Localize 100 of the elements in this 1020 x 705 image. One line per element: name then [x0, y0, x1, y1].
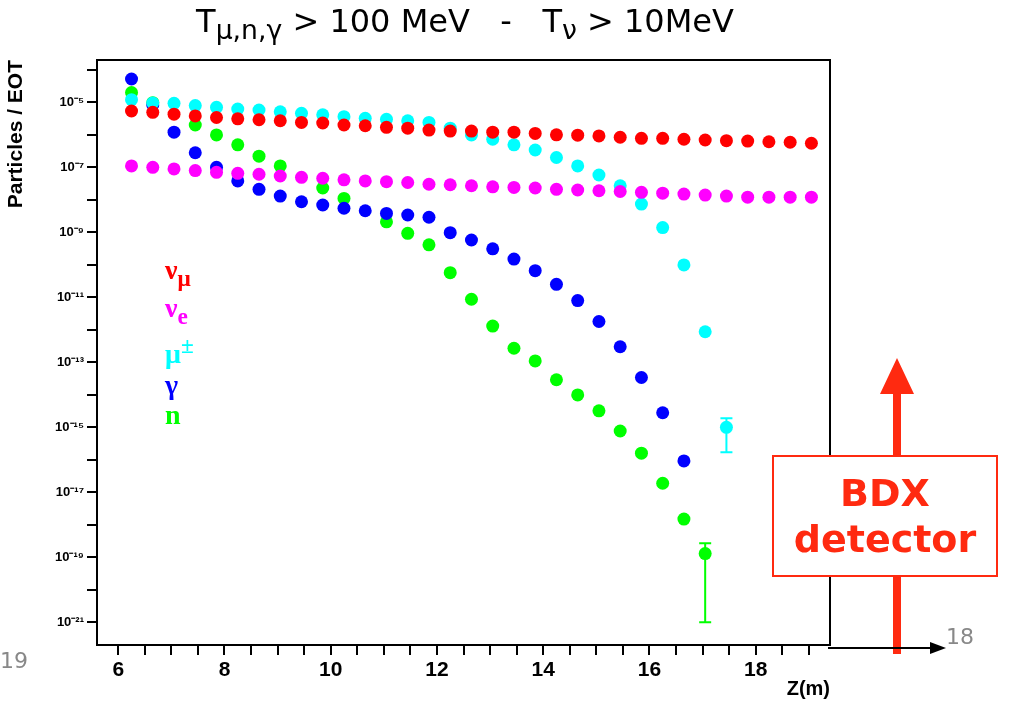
point [571, 183, 585, 197]
point [571, 388, 585, 402]
point [571, 159, 585, 173]
point [252, 149, 266, 163]
point [210, 165, 224, 179]
point [528, 126, 542, 140]
y-tick-label: 10⁻¹⁷ [55, 483, 84, 499]
y-tick-label: 10⁻¹⁹ [55, 548, 84, 564]
point [422, 210, 436, 224]
x-tick-label: 6 [112, 657, 125, 681]
point [358, 204, 372, 218]
point [422, 238, 436, 252]
point [656, 186, 670, 200]
point [210, 111, 224, 125]
point [252, 167, 266, 181]
point [634, 197, 648, 211]
point [422, 177, 436, 191]
point [486, 319, 500, 333]
point [295, 115, 308, 129]
point [613, 424, 627, 438]
point [358, 174, 372, 188]
point [273, 189, 287, 203]
point [507, 180, 521, 194]
point [401, 226, 415, 240]
x-tick-label: 10 [319, 657, 343, 681]
point [507, 138, 521, 152]
point [804, 136, 818, 150]
point [316, 171, 330, 185]
point [167, 162, 181, 176]
point [231, 112, 245, 126]
point [677, 187, 691, 201]
point [273, 114, 287, 128]
point [210, 128, 224, 142]
point [549, 182, 563, 196]
point [337, 173, 351, 187]
point [125, 104, 139, 118]
point [464, 124, 478, 138]
point [401, 176, 415, 190]
point [125, 159, 139, 173]
point [571, 128, 585, 142]
point [146, 160, 160, 174]
point [188, 109, 202, 123]
point [528, 264, 542, 278]
point [507, 252, 521, 266]
point [295, 170, 308, 184]
text: μ$^{±}$ [165, 331, 194, 370]
point [677, 132, 691, 146]
point [719, 134, 733, 148]
point [634, 131, 648, 145]
point [146, 105, 160, 119]
point [549, 373, 563, 387]
x-tick-label: 8 [218, 657, 231, 681]
point [698, 325, 712, 339]
x-tick-label: 12 [425, 657, 449, 681]
point [613, 184, 627, 198]
point [719, 189, 733, 203]
point [464, 233, 478, 247]
text: 19 [0, 648, 28, 673]
y-tick-label: 10⁻¹¹ [56, 288, 84, 304]
point [401, 121, 415, 135]
point [592, 129, 606, 143]
point [762, 135, 776, 149]
point [528, 181, 542, 195]
point [358, 119, 372, 133]
point [443, 266, 457, 280]
point [634, 446, 648, 460]
point [486, 242, 500, 256]
point [422, 123, 436, 137]
x-tick-label: 18 [743, 657, 768, 681]
y-tick-label: 10⁻⁹ [59, 223, 84, 239]
point [401, 208, 415, 222]
point [188, 164, 202, 178]
text: 18 [946, 624, 974, 649]
annotation: BDX detector [772, 455, 998, 577]
point [443, 178, 457, 192]
chart-title: T$_{μ,n,γ}$ > 100 MeV - T$_{ν}$ > 10MeV [195, 2, 735, 46]
point [741, 190, 755, 204]
y-tick-label: 10⁻⁷ [60, 158, 84, 174]
x-tick-label: 14 [531, 657, 556, 681]
point [528, 143, 542, 157]
point [741, 134, 755, 148]
x-tick-label: 16 [637, 657, 662, 681]
point [656, 221, 670, 235]
point [486, 125, 500, 139]
point [295, 195, 308, 209]
point [634, 371, 648, 385]
point [762, 190, 776, 204]
point [379, 120, 393, 134]
point [804, 190, 818, 204]
point [592, 184, 606, 198]
text: γ [165, 368, 179, 400]
point [783, 190, 797, 204]
point [507, 341, 521, 355]
point [571, 294, 585, 308]
point [252, 182, 266, 196]
point [528, 354, 542, 368]
point [698, 133, 712, 147]
point [379, 206, 393, 220]
point [677, 258, 691, 272]
x-axis-title: Z(m) [786, 676, 830, 699]
